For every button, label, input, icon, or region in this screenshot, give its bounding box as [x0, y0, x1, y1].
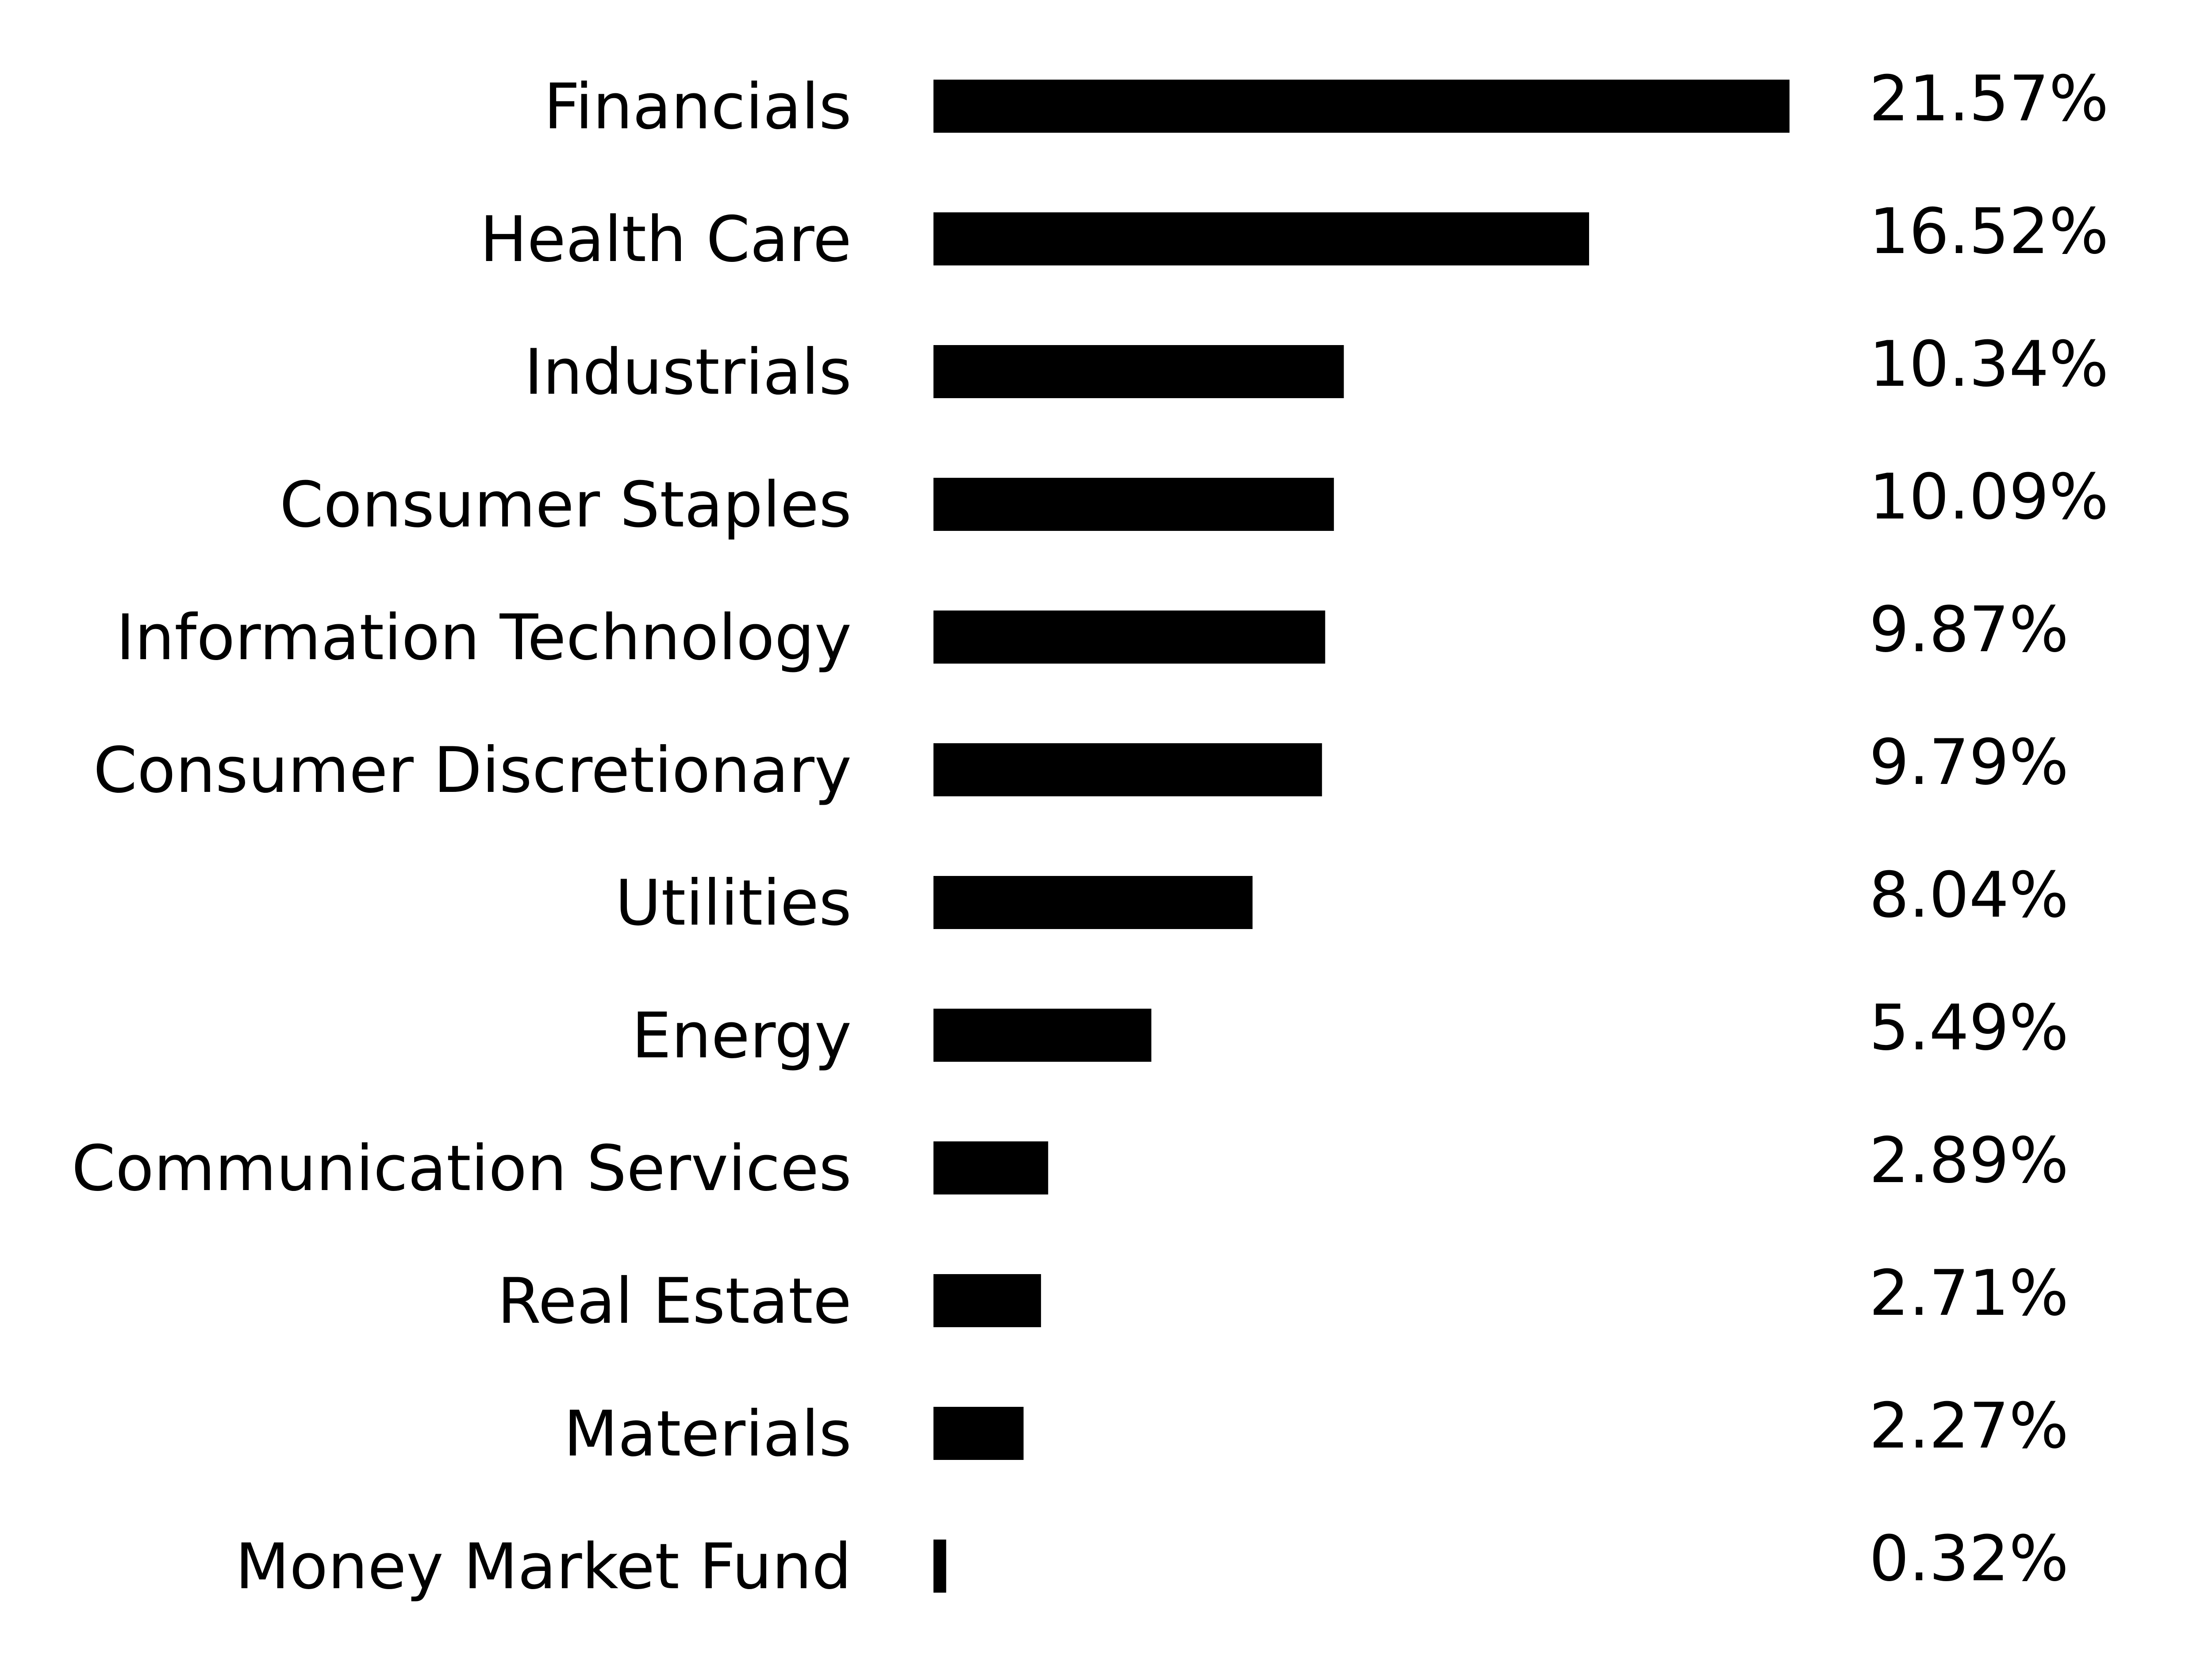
- category-label-real-estate: Real Estate: [497, 1265, 852, 1338]
- value-label-financials: 21.57%: [1869, 62, 2108, 135]
- category-label-utilities: Utilities: [615, 867, 852, 940]
- value-label-communication-services: 2.89%: [1869, 1124, 2069, 1197]
- category-label-consumer-discretionary: Consumer Discretionary: [93, 734, 852, 807]
- value-label-materials: 2.27%: [1869, 1390, 2069, 1463]
- category-label-materials: Materials: [564, 1398, 852, 1471]
- category-label-communication-services: Communication Services: [72, 1132, 852, 1205]
- value-labels: 21.57% 16.52% 10.34% 10.09% 9.87% 9.79% 8.04% 5…: [1869, 62, 2108, 1595]
- value-label-consumer-staples: 10.09%: [1869, 461, 2108, 534]
- bar-energy: [933, 1009, 1152, 1062]
- bar-financials: [933, 80, 1790, 133]
- bar-industrials: [933, 345, 1344, 398]
- value-label-health-care: 16.52%: [1869, 195, 2108, 268]
- category-label-health-care: Health Care: [480, 203, 852, 276]
- value-label-information-technology: 9.87%: [1869, 593, 2069, 666]
- category-label-consumer-staples: Consumer Staples: [280, 469, 852, 541]
- category-label-financials: Financials: [544, 70, 852, 143]
- category-label-industrials: Industrials: [524, 336, 852, 409]
- category-label-money-market-fund: Money Market Fund: [235, 1530, 852, 1603]
- bar-materials: [933, 1407, 1024, 1460]
- bar-consumer-staples: [933, 478, 1334, 531]
- bar-money-market-fund: [933, 1540, 946, 1593]
- bar-information-technology: [933, 611, 1325, 664]
- category-label-information-technology: Information Technology: [116, 601, 852, 674]
- bar-communication-services: [933, 1141, 1048, 1194]
- value-label-industrials: 10.34%: [1869, 328, 2108, 401]
- value-label-real-estate: 2.71%: [1869, 1257, 2069, 1330]
- bar-health-care: [933, 212, 1589, 265]
- bar-consumer-discretionary: [933, 743, 1322, 796]
- value-label-utilities: 8.04%: [1869, 859, 2069, 932]
- bar-utilities: [933, 876, 1253, 929]
- value-label-energy: 5.49%: [1869, 991, 2069, 1064]
- bars: [933, 80, 1790, 1593]
- category-label-energy: Energy: [632, 999, 852, 1072]
- bar-real-estate: [933, 1274, 1041, 1327]
- value-label-consumer-discretionary: 9.79%: [1869, 726, 2069, 799]
- category-labels: Financials Health Care Industrials Consumer…: [72, 70, 852, 1603]
- value-label-money-market-fund: 0.32%: [1869, 1522, 2069, 1595]
